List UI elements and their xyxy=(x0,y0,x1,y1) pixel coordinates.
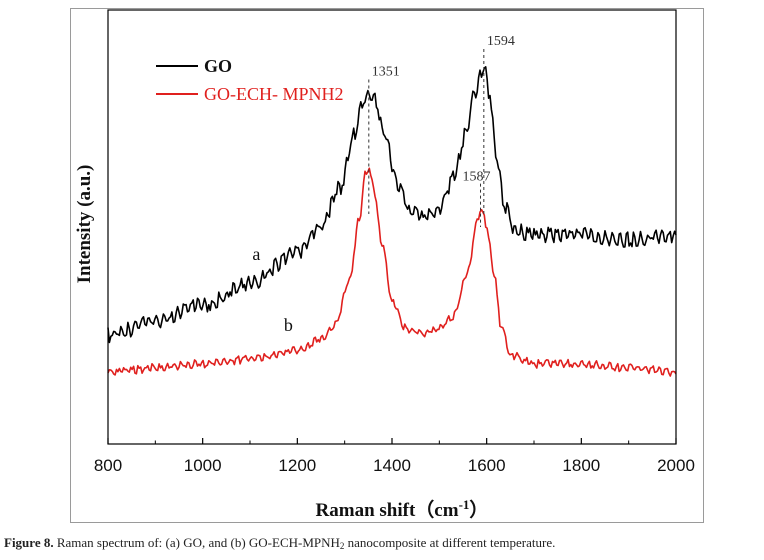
x-axis-label-exponent: -1 xyxy=(459,497,470,512)
caption-label: Figure 8. xyxy=(4,535,54,550)
x-tick-label: 1200 xyxy=(278,456,316,475)
x-tick-label: 1000 xyxy=(184,456,222,475)
peak-label: 1587 xyxy=(463,170,491,185)
x-tick-label: 1400 xyxy=(373,456,411,475)
x-tick-label: 1600 xyxy=(468,456,506,475)
peak-label: 1594 xyxy=(487,34,515,49)
legend: GO GO-ECH- MPNH2 xyxy=(156,56,344,104)
legend-label: GO-ECH- MPNH2 xyxy=(204,84,344,104)
x-tick-label: 2000 xyxy=(657,456,695,475)
y-axis-label: Intensity (a.u.) xyxy=(74,165,95,284)
peak-annotations: 1351 1594 1587 xyxy=(368,34,515,227)
axes: 800 1000 1200 1400 1600 1800 2000 Raman shift（c… xyxy=(74,9,695,521)
series-line-go xyxy=(107,66,677,344)
x-axis-label: Raman shift（cm-1） xyxy=(316,497,489,521)
series-line-go-ech-mpnh2 xyxy=(107,167,677,377)
peak-label: 1351 xyxy=(372,64,400,79)
caption-subscript: 2 xyxy=(339,541,345,551)
caption-text: Raman spectrum of: (a) GO, and (b) GO-EC… xyxy=(53,535,340,550)
figure-caption: Figure 8. Raman spectrum of: (a) GO, and… xyxy=(4,535,555,551)
legend-label: GO xyxy=(204,56,232,76)
x-tick-label: 1800 xyxy=(562,456,600,475)
x-axis-label-close: ） xyxy=(469,498,488,521)
series-layer: ab xyxy=(107,66,677,377)
caption-text-end: nanocomposite at different temperature. xyxy=(344,535,556,550)
curve-label-b: b xyxy=(284,315,293,335)
x-tick-label: 800 xyxy=(94,456,122,475)
curve-label-a: a xyxy=(252,244,260,264)
